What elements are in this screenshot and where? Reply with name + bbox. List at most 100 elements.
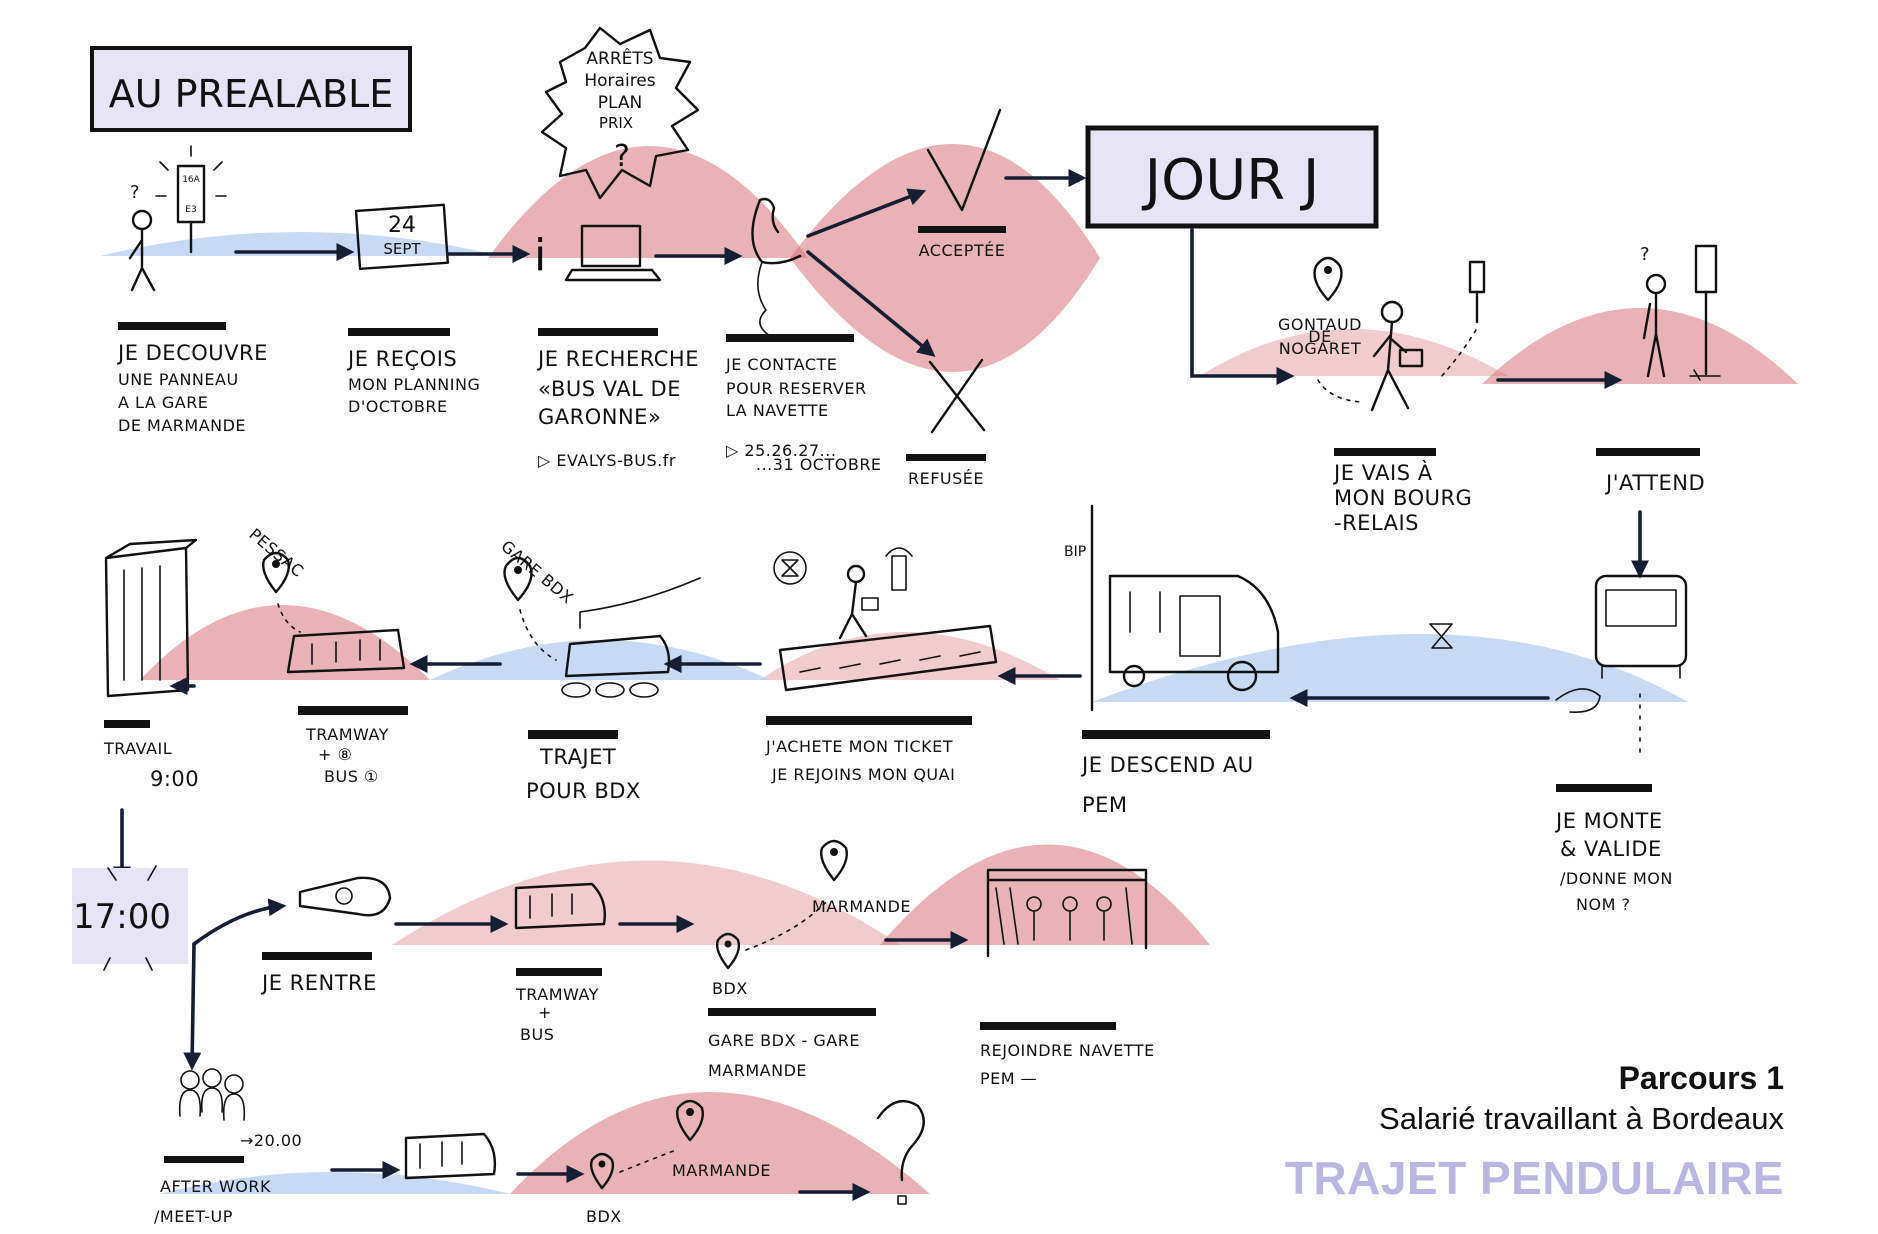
svg-text:J'ACHETE MON TICKET: J'ACHETE MON TICKET [765, 737, 953, 756]
tram-icon-r4 [404, 1132, 497, 1180]
svg-text:JE CONTACTE: JE CONTACTE [725, 355, 837, 374]
red-zone-navette [880, 844, 1210, 945]
svg-text:ARRÊTS: ARRÊTS [586, 47, 653, 69]
header-au-prealable: AU PREALABLE [90, 46, 412, 132]
svg-text:MARMANDE: MARMANDE [672, 1161, 771, 1180]
question-mark: ? [130, 182, 140, 203]
svg-text:JE DESCEND AU: JE DESCEND AU [1080, 753, 1254, 777]
svg-text:16A: 16A [182, 175, 200, 185]
svg-text:TRAMWAY: TRAMWAY [305, 725, 389, 744]
svg-text:PRIX: PRIX [599, 114, 633, 132]
bip-label: BIP [1064, 544, 1086, 560]
blue-zone-train [430, 640, 770, 680]
svg-text:POUR BDX: POUR BDX [526, 779, 641, 803]
svg-text:JE DECOUVRE: JE DECOUVRE [116, 341, 268, 365]
phone-icon [751, 197, 802, 337]
svg-text:A LA GARE: A LA GARE [118, 393, 208, 412]
svg-text:/DONNE MON: /DONNE MON [1560, 869, 1673, 888]
question-burst-icon: ARRÊTS Horaires PLAN PRIX ? [540, 26, 700, 200]
person-question-icon: ? [128, 182, 156, 292]
step-ticket-quai: J'ACHETE MON TICKET JE REJOINS MON QUAI [765, 737, 955, 784]
svg-text:PESSAC: PESSAC [245, 525, 307, 581]
svg-text:MARMANDE: MARMANDE [708, 1061, 807, 1080]
svg-text:E3: E3 [185, 205, 196, 215]
svg-text:& VALIDE: & VALIDE [1560, 837, 1662, 861]
hand-icon [1555, 688, 1601, 713]
step-travail: TRAVAIL 9:00 [103, 739, 199, 791]
red-zone-contact [790, 144, 1100, 372]
cross-icon [928, 358, 986, 434]
location-pin-gontaud: GONTAUD DE NOGARET [1278, 256, 1363, 403]
legend: Parcours 1 Salarié travaillant à Bordeau… [1285, 1060, 1784, 1205]
ticket-buyer-icon [773, 547, 913, 640]
laptop-search-icon: i [534, 224, 662, 282]
step-je-recherche: JE RECHERCHE «BUS VAL DE GARONNE» ▷ EVAL… [536, 347, 699, 470]
svg-text:PEM: PEM [1082, 793, 1128, 817]
svg-text:BUS: BUS [520, 1025, 554, 1044]
step-tramway-bus: TRAMWAY + ⑧ BUS ① [305, 725, 389, 786]
svg-text:«BUS VAL DE: «BUS VAL DE [538, 377, 681, 401]
svg-text:?: ? [614, 139, 630, 174]
legend-category: TRAJET PENDULAIRE [1284, 1152, 1784, 1204]
step-je-descend: JE DESCEND AU PEM [1080, 753, 1254, 817]
bus-stop-icon-1 [1439, 260, 1486, 379]
step-tramway-bus-r3: TRAMWAY + BUS [515, 985, 599, 1044]
calendar-icon: 24 SEPT [354, 203, 450, 271]
step-rejoindre-navette: REJOINDRE NAVETTE PEM — [980, 1041, 1154, 1088]
red-zone-tram [140, 605, 430, 680]
walking-person-icon [1370, 300, 1424, 412]
svg-text:BDX: BDX [586, 1207, 622, 1226]
svg-text:AFTER WORK: AFTER WORK [160, 1177, 271, 1196]
svg-text:24: 24 [388, 213, 416, 238]
hourglass-icon [1429, 623, 1453, 649]
svg-text:-RELAIS: -RELAIS [1334, 511, 1419, 535]
clock-hand-icon [298, 876, 392, 917]
header-title: AU PREALABLE [109, 72, 394, 116]
check-icon [926, 108, 1002, 212]
arrow-refuse [806, 250, 936, 357]
svg-text:GARE BDX: GARE BDX [497, 537, 577, 608]
svg-text:PLAN: PLAN [598, 93, 642, 113]
train-platform-icon [778, 624, 998, 692]
jour-j-title: JOUR J [1142, 148, 1320, 213]
red-zone-attend [1482, 308, 1798, 384]
svg-text:TRAMWAY: TRAMWAY [515, 985, 599, 1004]
svg-text:TRAVAIL: TRAVAIL [103, 739, 172, 758]
bus-side-icon: BIP [1064, 504, 1280, 712]
red-zone-return [392, 860, 900, 945]
location-pin-bdx-r3: BDX [712, 899, 829, 998]
svg-text:PEM —: PEM — [980, 1069, 1037, 1088]
step-je-recois: JE REÇOIS MON PLANNING D'OCTOBRE [346, 347, 480, 416]
arrow-jour-j-down [1190, 228, 1295, 385]
arrow-to-home [192, 898, 287, 946]
svg-text:GARONNE»: GARONNE» [538, 405, 661, 429]
step-je-monte: JE MONTE & VALIDE /DONNE MON NOM ? [1554, 809, 1673, 914]
time-box-17h [72, 868, 188, 964]
svg-text:NOM ?: NOM ? [1576, 895, 1630, 914]
svg-text:DE MARMANDE: DE MARMANDE [118, 416, 246, 435]
bus-front-icon [1594, 574, 1688, 757]
sign-panel-icon: 16A E3 [155, 145, 227, 254]
legend-subtitle: Salarié travaillant à Bordeaux [1379, 1101, 1784, 1136]
svg-text:Horaires: Horaires [584, 71, 655, 91]
svg-text:UNE PANNEAU: UNE PANNEAU [118, 370, 239, 389]
svg-text:...31 OCTOBRE: ...31 OCTOBRE [756, 455, 882, 474]
svg-text:▷ EVALYS-BUS.fr: ▷ EVALYS-BUS.fr [538, 451, 676, 470]
svg-text:BUS ①: BUS ① [324, 767, 379, 786]
svg-text:GARE BDX - GARE: GARE BDX - GARE [708, 1031, 860, 1050]
svg-text:?: ? [1640, 244, 1650, 265]
emotion-zones [100, 144, 1798, 1194]
svg-text:MARMANDE: MARMANDE [812, 897, 911, 916]
step-je-vais-bourg: JE VAIS À MON BOURG -RELAIS [1332, 460, 1472, 535]
step-j-attend: J'ATTEND [1604, 471, 1705, 495]
header-box [90, 46, 412, 132]
svg-text:JE REÇOIS: JE REÇOIS [346, 347, 457, 371]
svg-text:BDX: BDX [712, 979, 748, 998]
arrow-accept [806, 188, 927, 238]
refused-label: REFUSÉE [908, 469, 984, 488]
svg-text:MON BOURG: MON BOURG [1334, 486, 1472, 510]
time-17h: 17:00 [73, 897, 171, 937]
big-question-icon [876, 1099, 925, 1205]
accepted-label: ACCEPTÉE [919, 241, 1006, 260]
red-zone-search [488, 146, 808, 258]
